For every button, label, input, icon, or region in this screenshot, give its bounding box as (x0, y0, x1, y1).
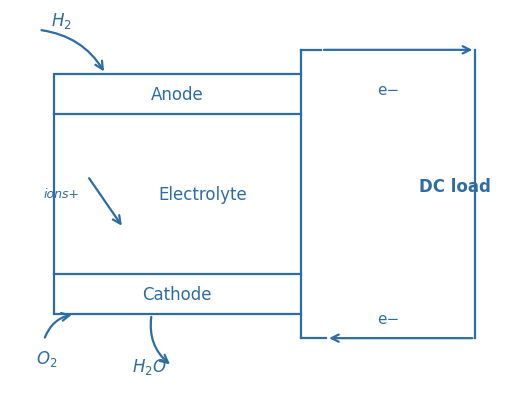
Text: $H_2$: $H_2$ (51, 11, 72, 31)
Text: $H_2O$: $H_2O$ (132, 356, 167, 376)
Text: e−: e− (377, 83, 399, 98)
Text: ions+: ions+ (44, 188, 80, 201)
Text: e−: e− (377, 311, 399, 326)
Bar (54, 75, 301, 314)
Text: Cathode: Cathode (143, 286, 212, 303)
Text: Electrolyte: Electrolyte (159, 185, 248, 203)
Text: Anode: Anode (151, 86, 204, 104)
Text: DC load: DC load (419, 177, 490, 196)
Text: $O_2$: $O_2$ (36, 348, 57, 368)
